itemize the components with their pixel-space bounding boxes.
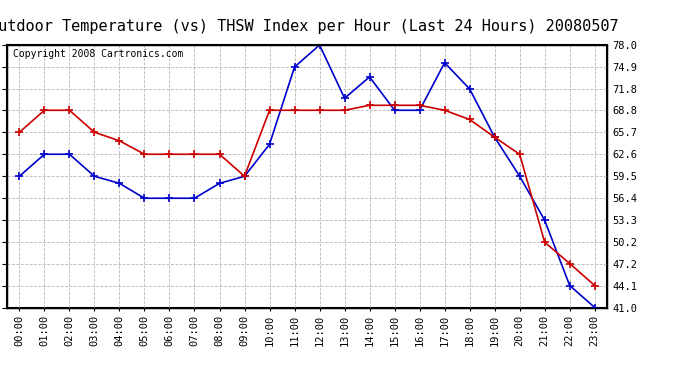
- Text: Outdoor Temperature (vs) THSW Index per Hour (Last 24 Hours) 20080507: Outdoor Temperature (vs) THSW Index per …: [0, 19, 618, 34]
- Bar: [7, 45, 607, 308]
- Text: Copyright 2008 Cartronics.com: Copyright 2008 Cartronics.com: [13, 49, 184, 59]
